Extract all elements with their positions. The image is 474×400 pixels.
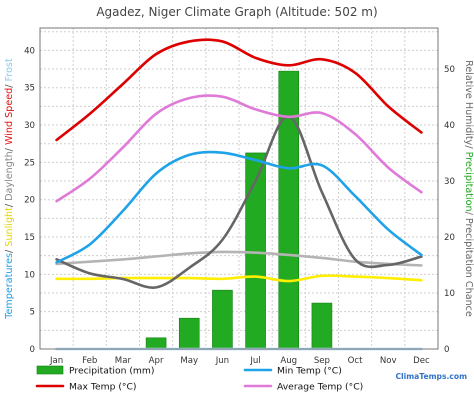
legend-label: Min Temp (°C) — [277, 366, 342, 377]
axis-title-part: Wind Speed — [4, 88, 15, 145]
precipitation-bar — [311, 302, 333, 350]
series-line-average-temp-c — [55, 94, 423, 203]
x-tick-label: Oct — [348, 356, 363, 366]
credit-text[interactable]: ClimaTemps.com — [395, 372, 467, 381]
axis-title-part: Sunlight — [4, 207, 15, 247]
left-tick-label: 25 — [24, 158, 35, 168]
left-tick-label: 20 — [24, 196, 35, 206]
x-tick-label: Sep — [314, 356, 330, 366]
right-tick-label: 0 — [444, 345, 449, 355]
plot-frame — [39, 27, 439, 350]
series-line-max-temp-c — [55, 38, 423, 142]
chart-title: Agadez, Niger Climate Graph (Altitude: 5… — [96, 5, 377, 19]
legend: Precipitation (mm) Min Temp (°C) Max Temp … — [35, 365, 363, 393]
x-tick-label: Mar — [115, 356, 132, 366]
axis-title-part: / — [4, 81, 15, 87]
left-tick-label: 30 — [24, 121, 35, 131]
left-tick-label: 35 — [24, 84, 35, 94]
precipitation-bar — [212, 289, 233, 350]
x-tick-label: Feb — [82, 356, 97, 366]
right-tick-label: 10 — [444, 289, 455, 299]
series-lines — [55, 38, 423, 351]
x-tick-label: Nov — [380, 356, 397, 366]
left-axis-title: Temperatures/ Sunlight/ Daylength/ Wind … — [4, 58, 15, 320]
legend-label: Max Temp (°C) — [69, 382, 137, 393]
x-tick-label: May — [180, 356, 198, 366]
left-tick-label: 5 — [30, 308, 35, 318]
axis-title-part: Relative Humidity — [463, 60, 474, 146]
right-tick-label: 40 — [444, 121, 455, 131]
series-line-relative-humidity — [55, 115, 423, 289]
left-tick-label: 40 — [24, 46, 35, 56]
right-axis-title: Relative Humidity/ Precipitation/ Precip… — [463, 60, 474, 317]
precipitation-bar — [145, 337, 167, 350]
legend-label: Precipitation (mm) — [69, 366, 154, 377]
left-tick-label: 0 — [30, 345, 35, 355]
x-tick-label: Aug — [280, 356, 297, 366]
right-tick-label: 20 — [444, 233, 455, 243]
x-tick-label: Apr — [149, 356, 164, 366]
axis-title-part: Frost — [4, 58, 15, 81]
series-line-min-temp-c — [55, 150, 423, 264]
precipitation-bar — [278, 70, 300, 350]
x-tick-label: Dec — [413, 356, 430, 366]
right-tick-label: 30 — [444, 177, 455, 187]
axis-title-part: Daylength — [4, 151, 15, 201]
left-tick-label: 10 — [24, 270, 35, 280]
axis-title-part: / — [4, 145, 15, 151]
axis-title-part: Precipitation — [463, 152, 474, 212]
legend-label: Average Temp (°C) — [277, 382, 363, 393]
axis-title-part: / Precipitation Chance — [463, 212, 474, 317]
x-tick-label: Jun — [215, 356, 229, 366]
axis-ticks: 0 5 10 15 20 25 30 35 40 0 10 20 30 40 50 Jan Feb Mar Apr M… — [24, 46, 455, 366]
axis-title-part: / — [4, 247, 15, 253]
axis-title-part: Temperatures — [4, 253, 15, 320]
right-tick-label: 50 — [444, 65, 455, 75]
x-tick-label: Jul — [249, 356, 260, 366]
precipitation-bar — [178, 317, 200, 350]
axis-title-part: / — [4, 201, 15, 207]
grid-lines — [39, 28, 439, 350]
legend-swatch — [36, 365, 64, 375]
axis-title-part: / — [463, 145, 474, 151]
left-tick-label: 15 — [24, 233, 35, 243]
x-tick-label: Jan — [49, 356, 63, 366]
